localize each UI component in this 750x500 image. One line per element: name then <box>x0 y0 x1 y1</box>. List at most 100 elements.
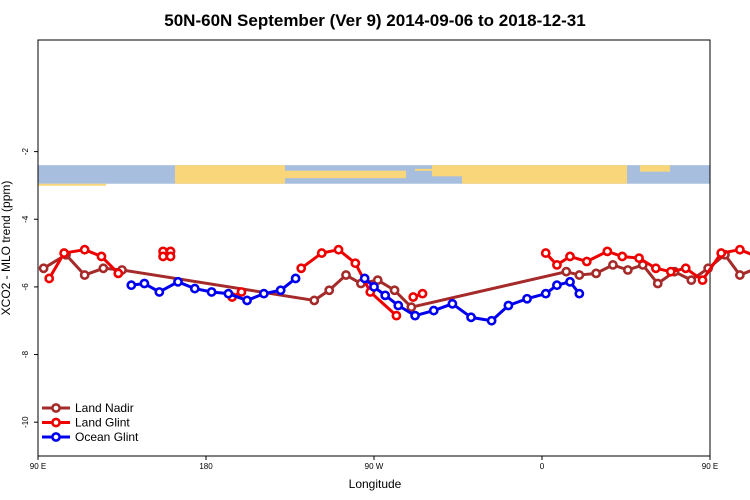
data-point <box>324 285 335 296</box>
data-point <box>236 287 247 297</box>
data-point <box>59 248 70 258</box>
data-point <box>447 298 458 309</box>
map-land <box>266 170 406 179</box>
y-axis: -2 -4 -6 -8 -10 <box>21 148 38 428</box>
data-point <box>38 263 49 274</box>
data-point <box>96 251 107 262</box>
data-point <box>158 251 168 262</box>
data-point <box>680 263 691 274</box>
data-point <box>44 273 55 284</box>
data-point <box>602 246 613 257</box>
data-point <box>522 293 532 304</box>
legend-marker <box>51 403 61 413</box>
map-strip <box>38 165 710 186</box>
data-point <box>561 266 572 277</box>
data-point <box>341 270 351 280</box>
data-point <box>608 260 618 270</box>
data-point <box>540 248 551 258</box>
map-land <box>432 165 462 177</box>
y-tick-label: -8 <box>21 350 30 358</box>
data-point <box>391 310 402 321</box>
data-point <box>206 287 217 297</box>
data-point <box>565 251 575 262</box>
data-point <box>486 315 497 326</box>
data-point <box>258 288 269 299</box>
data-point <box>574 270 585 280</box>
data-point <box>139 278 150 289</box>
legend-marker <box>51 417 61 428</box>
data-point <box>333 244 344 255</box>
data-point <box>79 244 90 255</box>
data-point <box>406 302 417 313</box>
data-point <box>552 260 562 270</box>
data-point <box>634 253 644 264</box>
legend-label: Land Nadir <box>75 401 134 415</box>
data-point <box>369 281 379 292</box>
map-land <box>38 183 106 186</box>
series-land-glint <box>44 244 750 321</box>
data-point <box>309 295 320 306</box>
legend-marker <box>51 432 61 442</box>
data-point <box>223 288 234 299</box>
data-point <box>189 283 200 294</box>
data-point <box>428 305 439 316</box>
data-point <box>581 256 592 267</box>
data-point <box>686 275 697 286</box>
series-ocean-glint <box>126 273 585 326</box>
map-land <box>640 165 670 172</box>
y-axis-label: XCO2 - MLO trend (ppm) <box>0 181 13 316</box>
x-tick-label: 90 E <box>30 462 46 471</box>
data-point <box>650 263 661 274</box>
data-point <box>591 268 602 279</box>
data-point <box>408 292 419 302</box>
data-point <box>98 263 109 274</box>
x-tick-label: 180 <box>199 462 213 471</box>
data-point <box>503 300 514 311</box>
data-point <box>574 288 585 299</box>
data-point <box>350 258 361 269</box>
data-point <box>380 290 391 301</box>
map-land <box>462 165 627 184</box>
data-point <box>466 312 476 323</box>
data-point <box>417 288 428 299</box>
x-tick-label: 0 <box>540 462 545 471</box>
data-point <box>617 251 628 262</box>
chart-title: 50N-60N September (Ver 9) 2014-09-06 to … <box>164 11 585 30</box>
x-axis-label: Longitude <box>349 477 402 491</box>
data-point <box>275 285 286 296</box>
data-point <box>565 276 575 287</box>
data-point <box>296 263 307 274</box>
data-point <box>113 268 124 279</box>
data-point <box>173 276 183 287</box>
data-point <box>622 265 633 275</box>
data-point <box>79 270 90 280</box>
legend-label: Ocean Glint <box>75 430 139 444</box>
data-point <box>389 285 400 296</box>
x-tick-label: 90 W <box>365 462 384 471</box>
map-land <box>175 165 285 184</box>
x-axis: 90 E 180 90 W 0 90 E <box>30 456 718 471</box>
data-point <box>393 300 404 311</box>
data-point <box>540 288 551 299</box>
y-tick-label: -4 <box>21 215 30 223</box>
series-layer <box>38 244 750 326</box>
data-point <box>242 295 252 306</box>
data-point <box>154 287 165 297</box>
data-point <box>359 273 370 284</box>
data-point <box>734 244 745 255</box>
data-point <box>316 248 327 258</box>
data-point <box>410 310 420 321</box>
map-land <box>415 168 433 171</box>
data-point <box>126 280 137 291</box>
data-point <box>552 280 562 291</box>
data-point <box>697 275 708 286</box>
x-tick-label: 90 E <box>702 462 718 471</box>
y-tick-label: -2 <box>21 148 30 156</box>
y-tick-label: -6 <box>21 283 30 291</box>
y-tick-label: -10 <box>21 416 30 428</box>
data-point <box>716 248 727 258</box>
data-point <box>290 273 301 284</box>
legend-label: Land Glint <box>75 416 130 430</box>
